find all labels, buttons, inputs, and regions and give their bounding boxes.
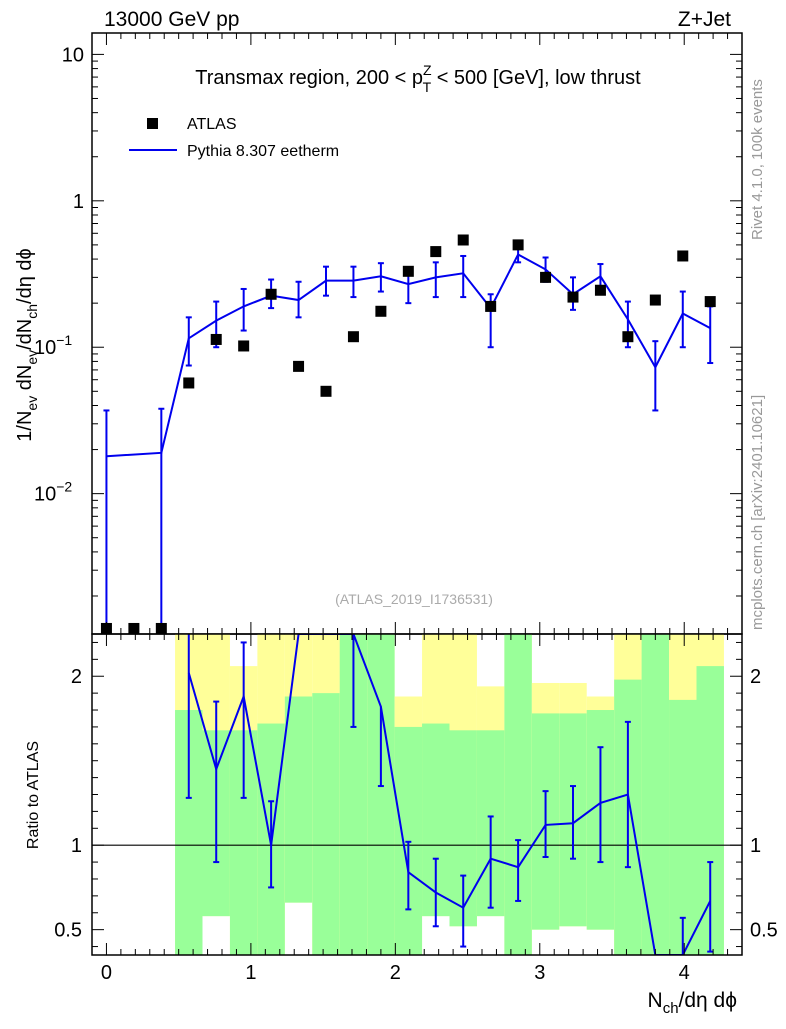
atlas-data-point bbox=[430, 246, 442, 258]
atlas-data-point bbox=[375, 305, 387, 317]
ratio-band-inner bbox=[284, 696, 313, 903]
tick-exponent: −2 bbox=[56, 479, 72, 495]
x-axis-label: Nch/dη dϕ bbox=[648, 989, 737, 1017]
legend-label-pythia: Pythia 8.307 eetherm bbox=[187, 143, 339, 160]
tick-exponent: −1 bbox=[56, 332, 72, 348]
atlas-data-point bbox=[485, 300, 497, 312]
ratio-x-tick-label: 1 bbox=[245, 962, 256, 984]
atlas-data-point bbox=[347, 331, 359, 343]
main-y-tick-label: 1 bbox=[73, 191, 84, 213]
tick-base: 10 bbox=[34, 337, 56, 359]
energy-label: 13000 GeV pp bbox=[104, 8, 239, 31]
legend-label-atlas: ATLAS bbox=[187, 116, 237, 133]
ratio-x-tick-label: 2 bbox=[390, 962, 401, 984]
mcplots-label: mcplots.cern.ch [arXiv:2401.10621] bbox=[749, 395, 766, 630]
atlas-data-point bbox=[677, 250, 689, 262]
main-y-tick-label: 10 bbox=[62, 44, 84, 66]
ratio-x-tick-label: 0 bbox=[101, 962, 112, 984]
ratio-y-tick-label-left: 2 bbox=[71, 666, 82, 688]
ratio-band-inner bbox=[504, 634, 532, 955]
atlas-data-point bbox=[457, 234, 469, 246]
atlas-data-point bbox=[320, 385, 332, 397]
atlas-data-point bbox=[128, 622, 140, 634]
atlas-data-point bbox=[649, 294, 661, 306]
process-label: Z+Jet bbox=[678, 8, 731, 31]
atlas-data-point bbox=[402, 265, 414, 277]
atlas-data-point bbox=[512, 239, 524, 251]
ratio-band-inner bbox=[669, 699, 697, 955]
ratio-plot: 0 1 2 3 4 2 2 1 1 0.5 0.5 bbox=[54, 633, 778, 984]
main-y-tick-label: 10−2 bbox=[34, 479, 72, 506]
atlas-data-point bbox=[540, 271, 552, 283]
atlas-data-point bbox=[265, 288, 277, 300]
tick-base: 10 bbox=[34, 484, 56, 506]
analysis-watermark: (ATLAS_2019_I1736531) bbox=[335, 591, 493, 607]
ratio-y-tick-label-right: 2 bbox=[750, 666, 761, 688]
main-title: Transmax region, 200 < pZ T < 500 [GeV], … bbox=[195, 62, 641, 95]
ratio-y-tick-label-right: 1 bbox=[750, 835, 761, 857]
main-y-tick-label: 10−1 bbox=[34, 332, 72, 359]
ratio-band-inner bbox=[312, 693, 340, 955]
legend-marker-atlas bbox=[147, 118, 158, 129]
legend: ATLAS Pythia 8.307 eetherm bbox=[129, 116, 339, 160]
atlas-data-point bbox=[622, 331, 634, 343]
ratio-x-tick-label: 3 bbox=[534, 962, 545, 984]
ratio-band-inner bbox=[367, 634, 395, 955]
ratio-y-tick-label-left: 0.5 bbox=[54, 920, 82, 942]
atlas-data-point bbox=[238, 340, 250, 352]
ratio-y-tick-label-right: 0.5 bbox=[750, 920, 778, 942]
ratio-ylabel: Ratio to ATLAS bbox=[25, 741, 42, 849]
atlas-data-point bbox=[210, 333, 222, 345]
ratio-band-inner bbox=[641, 634, 670, 955]
atlas-data-point bbox=[183, 377, 195, 389]
rivet-label: Rivet 4.1.0, 100k events bbox=[749, 79, 766, 240]
atlas-data-point bbox=[567, 291, 579, 303]
atlas-data-point bbox=[594, 284, 606, 296]
atlas-data-point bbox=[704, 296, 716, 308]
mc-series-line bbox=[106, 253, 711, 458]
atlas-data-point bbox=[293, 360, 305, 372]
ratio-x-tick-label: 4 bbox=[679, 962, 690, 984]
atlas-data-point bbox=[155, 622, 167, 634]
ratio-y-tick-label-left: 1 bbox=[71, 835, 82, 857]
